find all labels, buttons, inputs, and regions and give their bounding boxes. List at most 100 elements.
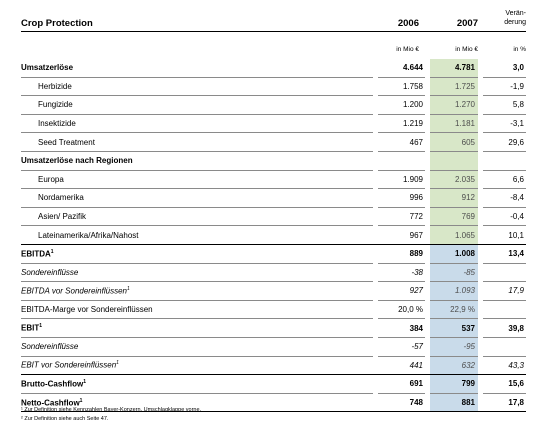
value-2007: 1.065 (430, 225, 478, 245)
footnote-1: ¹ Zur Definition siehe Kennzahlen Bayer-… (21, 407, 202, 413)
value-2006: 467 (378, 132, 425, 152)
value-2006: 927 (378, 281, 425, 301)
value-2006: 772 (378, 207, 425, 227)
value-2007: 881 (430, 393, 478, 413)
value-2007: 22,9 % (430, 300, 478, 320)
row-label: Seed Treatment (21, 132, 373, 152)
value-change (483, 151, 526, 171)
value-change: 29,6 (483, 132, 526, 152)
value-2007: -85 (430, 263, 478, 283)
row-label: EBITDA vor Sondereinflüssen1 (21, 281, 373, 301)
value-2007 (430, 151, 478, 171)
value-2007: 4.781 (430, 59, 478, 78)
row-label: EBIT vor Sondereinflüssen1 (21, 356, 373, 376)
table-row: Asien/ Pazifik 772 769 -0,4 (21, 207, 526, 227)
table-row: Nordamerika 996 912 -8,4 (21, 188, 526, 208)
value-change: 17,9 (483, 281, 526, 301)
footnote-2: ² Zur Definition siehe auch Seite 47. (21, 416, 109, 422)
table-row: EBITDA1 889 1.008 13,4 (21, 244, 526, 264)
value-2006: -57 (378, 337, 425, 357)
value-2006: 996 (378, 188, 425, 208)
row-label: Brutto-Cashflow1 (21, 374, 373, 394)
row-label: Insektizide (21, 114, 373, 134)
value-change (483, 263, 526, 283)
table-row: Herbizide 1.758 1.725 -1,9 (21, 77, 526, 97)
value-2007: 632 (430, 356, 478, 376)
row-label-text: EBITDA (21, 249, 51, 259)
table-row: Seed Treatment 467 605 29,6 (21, 132, 526, 152)
table-title: Crop Protection (21, 18, 93, 29)
table-row: Brutto-Cashflow1 691 799 15,6 (21, 374, 526, 394)
value-2007: 1.725 (430, 77, 478, 97)
row-label: EBITDA1 (21, 244, 373, 264)
footnote-marker: 1 (116, 360, 119, 367)
table-row: EBIT vor Sondereinflüssen1 441 632 43,3 (21, 356, 526, 376)
table-row: Europa 1.909 2.035 6,6 (21, 170, 526, 190)
value-change: 5,8 (483, 95, 526, 115)
table-header: Crop Protection 2006 2007 Verän- derung … (0, 0, 541, 60)
row-label: Nordamerika (21, 188, 373, 208)
row-label: Lateinamerika/Afrika/Nahost (21, 225, 373, 245)
value-change: -1,9 (483, 77, 526, 97)
table-row: Insektizide 1.219 1.181 -3,1 (21, 114, 526, 134)
value-change: 43,3 (483, 356, 526, 376)
value-2006: -38 (378, 263, 425, 283)
row-label-text: EBIT (21, 323, 40, 333)
unit-2006: in Mio € (396, 46, 419, 53)
unit-2007: in Mio € (455, 46, 478, 53)
row-label: Sondereinflüsse (21, 337, 373, 357)
value-change (483, 337, 526, 357)
row-label: EBITDA-Marge vor Sondereinflüssen (21, 300, 373, 320)
table-row: Netto-Cashflow1 748 881 17,8 (21, 393, 526, 413)
value-change (483, 300, 526, 320)
row-label-text: Netto-Cashflow (21, 398, 80, 408)
value-2006: 1.219 (378, 114, 425, 134)
value-change: 10,1 (483, 225, 526, 245)
value-2007: 1.093 (430, 281, 478, 301)
financial-table: Umsatzerlöse 4.644 4.781 3,0 Herbizide 1… (21, 59, 526, 413)
column-header-2007: 2007 (456, 18, 478, 29)
row-label: Asien/ Pazifik (21, 207, 373, 227)
value-2007: 769 (430, 207, 478, 227)
value-2006: 441 (378, 356, 425, 376)
change-header-line2: derung (504, 19, 526, 26)
row-label-text: EBIT vor Sondereinflüssen (21, 361, 117, 371)
footnote-marker: 1 (39, 323, 43, 330)
value-2007: 537 (430, 318, 478, 338)
table-row: Sondereinflüsse -57 -95 (21, 337, 526, 357)
row-label: Sondereinflüsse (21, 263, 373, 283)
value-2007: 1.181 (430, 114, 478, 134)
section-heading: Umsatzerlöse nach Regionen (21, 151, 373, 171)
value-2006: 748 (378, 393, 425, 413)
value-change: 13,4 (483, 244, 526, 264)
value-2006: 1.758 (378, 77, 425, 97)
change-header-line1: Verän- (505, 10, 526, 17)
row-label: Herbizide (21, 77, 373, 97)
value-2007: 1.270 (430, 95, 478, 115)
value-2007: 912 (430, 188, 478, 208)
value-2007: 605 (430, 132, 478, 152)
value-change: -8,4 (483, 188, 526, 208)
value-2006: 967 (378, 225, 425, 245)
row-label: Fungizide (21, 95, 373, 115)
footnote-marker: 1 (126, 286, 130, 293)
value-change: 15,6 (483, 374, 526, 394)
footnote-marker: 1 (83, 379, 86, 386)
row-label: Europa (21, 170, 373, 190)
table-row: Umsatzerlöse nach Regionen (21, 151, 526, 171)
value-2006: 384 (378, 318, 425, 338)
table-row: Sondereinflüsse -38 -85 (21, 263, 526, 283)
unit-change: in % (513, 46, 526, 53)
footnote-marker: 1 (50, 248, 54, 255)
table-row: EBITDA-Marge vor Sondereinflüssen 20,0 %… (21, 300, 526, 320)
value-2006: 691 (378, 374, 425, 394)
value-change: 6,6 (483, 170, 526, 190)
value-2006: 1.200 (378, 95, 425, 115)
value-2006 (378, 151, 425, 171)
value-change: -3,1 (483, 114, 526, 134)
table-row: Lateinamerika/Afrika/Nahost 967 1.065 10… (21, 225, 526, 245)
table-row: EBIT1 384 537 39,8 (21, 318, 526, 338)
table-row: EBITDA vor Sondereinflüssen1 927 1.093 1… (21, 281, 526, 301)
value-change: 17,8 (483, 393, 526, 413)
